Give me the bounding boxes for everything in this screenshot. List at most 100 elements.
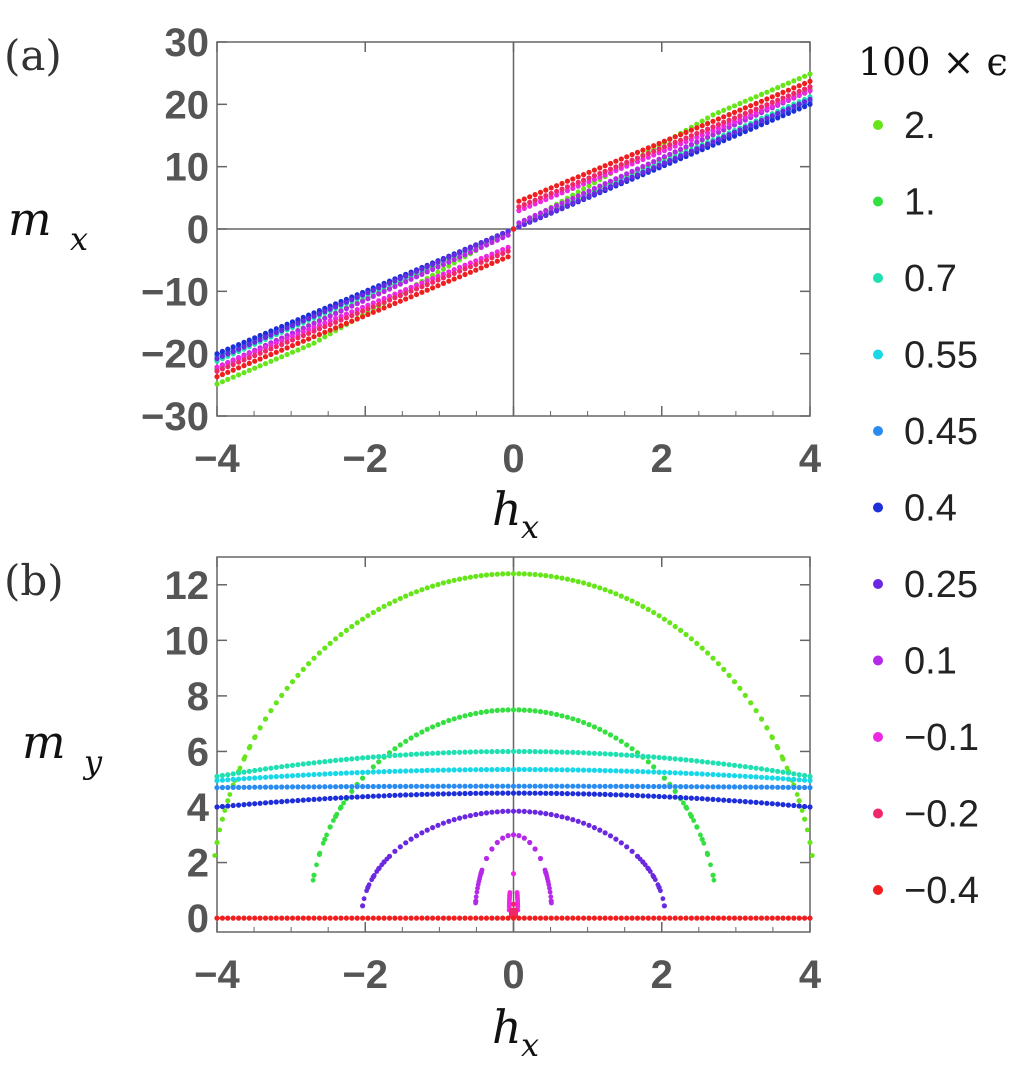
data-point [349, 313, 355, 319]
data-point [683, 795, 689, 801]
data-point [742, 105, 748, 111]
data-point [764, 119, 770, 126]
data-point [489, 790, 495, 796]
data-point [607, 178, 614, 184]
data-point [618, 768, 624, 774]
data-point [742, 114, 748, 120]
data-point [527, 839, 533, 846]
data-point [742, 98, 748, 104]
data-point [333, 915, 339, 921]
data-point [338, 313, 344, 319]
data-point [758, 766, 765, 772]
data-point [796, 803, 802, 809]
data-point [403, 915, 409, 921]
data-point [694, 121, 700, 127]
data-point [316, 326, 322, 332]
data-point [408, 836, 414, 842]
data-point [785, 784, 792, 791]
data-point [483, 263, 490, 269]
data-point [446, 254, 452, 260]
data-point [699, 123, 705, 129]
data-point [366, 882, 372, 888]
data-point [446, 818, 452, 824]
data-point [516, 208, 522, 214]
data-point [785, 96, 792, 103]
data-point [731, 103, 738, 109]
data-point [268, 328, 274, 334]
data-point [338, 795, 344, 801]
data-point [257, 347, 263, 353]
data-point [791, 802, 797, 809]
data-point [500, 808, 506, 815]
data-point [403, 783, 409, 790]
data-point [624, 792, 630, 798]
data-point [586, 767, 592, 773]
data-point [311, 334, 317, 340]
data-point [721, 915, 727, 921]
data-point [483, 790, 490, 796]
data-point [435, 822, 441, 828]
data-point [489, 749, 495, 755]
data-point [268, 332, 274, 338]
data-point [775, 101, 781, 107]
data-point [791, 784, 797, 791]
data-point [500, 250, 506, 256]
data-point [737, 784, 743, 790]
data-point [710, 118, 716, 124]
data-point [327, 640, 333, 647]
data-point [694, 758, 700, 764]
x-tick-label: −4 [194, 437, 240, 481]
data-point [710, 139, 716, 145]
data-point [591, 724, 598, 730]
data-point [419, 751, 425, 757]
data-point [537, 189, 544, 195]
data-point [489, 239, 495, 246]
data-point [376, 759, 382, 765]
data-point [527, 809, 533, 815]
data-point [322, 759, 328, 765]
data-point [419, 271, 425, 277]
data-point [597, 170, 603, 177]
data-point [721, 784, 727, 790]
data-point [681, 800, 686, 806]
data-point [246, 784, 252, 790]
data-point [219, 784, 225, 791]
data-point [737, 798, 743, 804]
data-point [602, 783, 608, 789]
data-point [430, 791, 436, 797]
data-point [320, 840, 326, 846]
data-point [753, 799, 759, 806]
data-point [289, 319, 296, 325]
data-point [581, 820, 587, 826]
data-point [489, 251, 495, 257]
data-point [392, 284, 398, 290]
data-point [289, 349, 296, 355]
data-point [624, 742, 630, 748]
data-point [742, 125, 748, 131]
data-point [661, 783, 668, 790]
data-point [510, 766, 517, 773]
data-point [397, 595, 403, 602]
data-point [634, 768, 641, 775]
data-point [284, 321, 290, 327]
data-point [257, 356, 263, 362]
data-point [802, 777, 808, 783]
data-point [333, 636, 339, 642]
data-point [731, 109, 738, 115]
data-point [683, 770, 689, 776]
data-point [257, 775, 263, 781]
data-point [327, 784, 333, 790]
data-point [785, 802, 792, 808]
data-point [758, 118, 765, 124]
data-point [532, 192, 538, 198]
data-point [570, 716, 576, 722]
data-point [306, 330, 312, 336]
data-point [548, 790, 554, 796]
data-point [543, 709, 549, 716]
data-point [597, 767, 603, 774]
data-point [225, 376, 231, 382]
data-point [349, 303, 355, 309]
data-point [613, 783, 619, 789]
data-point [262, 344, 269, 350]
data-point [343, 915, 349, 921]
